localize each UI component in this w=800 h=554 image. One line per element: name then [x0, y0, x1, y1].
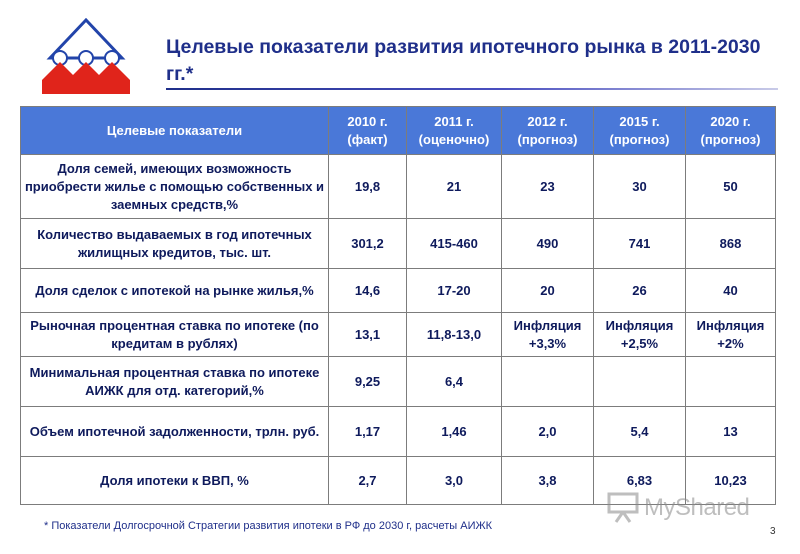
row-label: Минимальная процентная ставка по ипотеке… [20, 356, 329, 407]
cell: 50 [685, 154, 776, 219]
cell: 5,4 [593, 406, 686, 457]
table-row: Доля ипотеки к ВВП, % 2,7 3,0 3,8 6,83 1… [20, 456, 776, 505]
cell: 301,2 [328, 218, 407, 269]
cell: 2,0 [501, 406, 594, 457]
cell: Инфляция +2,5% [593, 312, 686, 357]
row-label: Доля семей, имеющих возможность приобрес… [20, 154, 329, 219]
cell: 10,23 [685, 456, 776, 505]
cell: 868 [685, 218, 776, 269]
header-col-2011: 2011 г. (оценочно) [406, 106, 502, 155]
cell: 20 [501, 268, 594, 313]
cell: 9,25 [328, 356, 407, 407]
row-label: Доля сделок с ипотекой на рынке жилья,% [20, 268, 329, 313]
presentation-board-icon [607, 492, 639, 523]
header-col-2015: 2015 г. (прогноз) [593, 106, 686, 155]
table-row: Количество выдаваемых в год ипотечных жи… [20, 218, 776, 269]
cell: 6,4 [406, 356, 502, 407]
cell: Инфляция +3,3% [501, 312, 594, 357]
cell: 40 [685, 268, 776, 313]
table-row: Объем ипотечной задолженности, трлн. руб… [20, 406, 776, 457]
cell: 30 [593, 154, 686, 219]
row-label: Рыночная процентная ставка по ипотеке (п… [20, 312, 329, 357]
cell: 13 [685, 406, 776, 457]
table-row: Доля сделок с ипотекой на рынке жилья,% … [20, 268, 776, 313]
cell: 3,0 [406, 456, 502, 505]
table-row: Рыночная процентная ставка по ипотеке (п… [20, 312, 776, 357]
targets-table: Целевые показатели 2010 г. (факт) 2011 г… [20, 106, 776, 505]
page-number: 3 [770, 526, 776, 537]
header-col-2020: 2020 г. (прогноз) [685, 106, 776, 155]
cell: 13,1 [328, 312, 407, 357]
header-row: Целевые показатели 2010 г. (факт) 2011 г… [20, 106, 776, 155]
cell: 741 [593, 218, 686, 269]
cell: 26 [593, 268, 686, 313]
cell: 2,7 [328, 456, 407, 505]
cell: 415-460 [406, 218, 502, 269]
header-col-2012: 2012 г. (прогноз) [501, 106, 594, 155]
cell [593, 356, 686, 407]
cell: 23 [501, 154, 594, 219]
row-label: Объем ипотечной задолженности, трлн. руб… [20, 406, 329, 457]
aizhk-logo [42, 18, 130, 94]
row-label: Количество выдаваемых в год ипотечных жи… [20, 218, 329, 269]
cell: 3,8 [501, 456, 594, 505]
watermark: MyShared [606, 490, 766, 526]
table-row: Доля семей, имеющих возможность приобрес… [20, 154, 776, 219]
footnote: * Показатели Долгосрочной Стратегии разв… [44, 520, 493, 532]
cell: 14,6 [328, 268, 407, 313]
cell: 17-20 [406, 268, 502, 313]
header-col-2010: 2010 г. (факт) [328, 106, 407, 155]
cell: 11,8-13,0 [406, 312, 502, 357]
title-underline [166, 88, 778, 90]
cell [685, 356, 776, 407]
cell: 19,8 [328, 154, 407, 219]
cell: 490 [501, 218, 594, 269]
table-row: Минимальная процентная ставка по ипотеке… [20, 356, 776, 407]
header-label: Целевые показатели [20, 106, 329, 155]
row-label: Доля ипотеки к ВВП, % [20, 456, 329, 505]
cell [501, 356, 594, 407]
cell: 21 [406, 154, 502, 219]
cell: 1,46 [406, 406, 502, 457]
cell: 1,17 [328, 406, 407, 457]
cell: Инфляция +2% [685, 312, 776, 357]
watermark-text: MyShared [644, 494, 750, 521]
page-title: Целевые показатели развития ипотечного р… [166, 36, 761, 85]
